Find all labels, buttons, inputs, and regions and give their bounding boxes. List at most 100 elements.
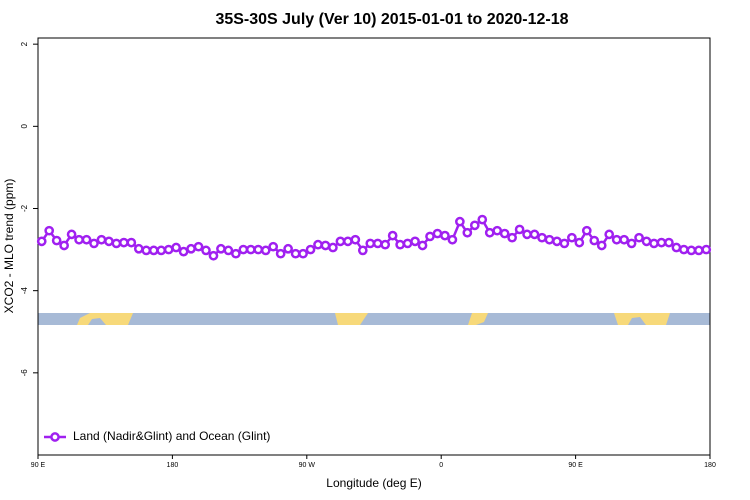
point bbox=[455, 216, 465, 227]
point bbox=[36, 236, 47, 247]
point bbox=[89, 238, 99, 249]
point bbox=[365, 238, 376, 249]
ocean-strip bbox=[38, 313, 710, 325]
point bbox=[186, 243, 196, 254]
point bbox=[208, 250, 219, 261]
point bbox=[59, 240, 69, 251]
x-tick-label: 90 E bbox=[31, 462, 46, 469]
point bbox=[634, 232, 644, 243]
point bbox=[163, 244, 174, 255]
land-detail bbox=[88, 318, 106, 325]
point bbox=[574, 237, 585, 248]
point bbox=[395, 239, 405, 250]
point bbox=[380, 239, 391, 250]
point bbox=[133, 243, 144, 254]
point bbox=[701, 244, 712, 255]
point bbox=[343, 236, 353, 247]
point bbox=[148, 245, 159, 256]
point bbox=[410, 236, 420, 247]
y-tick-label: 0 bbox=[20, 124, 29, 129]
point bbox=[417, 240, 428, 251]
point bbox=[350, 234, 361, 245]
point bbox=[686, 245, 697, 256]
point bbox=[268, 241, 279, 252]
point bbox=[387, 230, 398, 241]
point bbox=[596, 240, 607, 251]
point bbox=[484, 227, 495, 238]
point bbox=[567, 232, 577, 243]
x-tick-label: 90 E bbox=[568, 462, 583, 469]
point bbox=[51, 235, 62, 246]
point bbox=[611, 234, 622, 245]
point bbox=[693, 245, 704, 256]
point bbox=[216, 243, 226, 254]
point bbox=[372, 238, 383, 249]
x-tick-label: 180 bbox=[704, 462, 716, 469]
point bbox=[66, 229, 77, 240]
point bbox=[432, 228, 443, 239]
point bbox=[581, 225, 592, 236]
point bbox=[171, 242, 181, 253]
point bbox=[522, 229, 532, 240]
point bbox=[126, 237, 137, 248]
point bbox=[141, 245, 152, 256]
land-patch bbox=[335, 313, 368, 325]
point bbox=[544, 234, 555, 245]
point bbox=[328, 242, 338, 253]
point bbox=[104, 236, 114, 247]
x-tick-label: 180 bbox=[167, 462, 179, 469]
point bbox=[156, 245, 167, 256]
y-tick-label: -4 bbox=[20, 287, 29, 295]
land-patch bbox=[468, 313, 488, 325]
x-tick-label: 0 bbox=[439, 462, 443, 469]
point bbox=[559, 238, 570, 249]
point bbox=[178, 246, 189, 257]
point bbox=[656, 237, 667, 248]
point bbox=[671, 242, 682, 253]
point bbox=[335, 236, 346, 247]
y-axis-label: XCO2 - MLO trend (ppm) bbox=[2, 179, 16, 314]
land-detail bbox=[628, 317, 646, 325]
point bbox=[305, 244, 316, 255]
y-tick-label: 2 bbox=[20, 41, 29, 46]
point bbox=[223, 245, 234, 256]
point bbox=[402, 238, 413, 249]
point bbox=[111, 238, 122, 249]
point bbox=[440, 230, 450, 241]
point bbox=[298, 248, 308, 259]
point bbox=[619, 234, 629, 245]
point bbox=[283, 243, 293, 254]
point bbox=[275, 248, 286, 259]
point bbox=[589, 235, 600, 246]
point bbox=[462, 227, 473, 238]
chart-title: 35S-30S July (Ver 10) 2015-01-01 to 2020… bbox=[215, 11, 568, 28]
point bbox=[201, 245, 211, 256]
map-strip bbox=[38, 313, 710, 325]
point bbox=[477, 214, 488, 225]
point bbox=[492, 225, 503, 236]
point bbox=[649, 238, 659, 249]
point bbox=[320, 240, 331, 251]
land-patch bbox=[614, 313, 670, 325]
point bbox=[74, 234, 84, 245]
x-tick-label: 90 W bbox=[299, 462, 316, 469]
point bbox=[290, 248, 301, 259]
point bbox=[514, 224, 525, 235]
point bbox=[81, 234, 92, 245]
point bbox=[469, 220, 480, 231]
point bbox=[664, 237, 674, 248]
point bbox=[641, 236, 652, 247]
x-axis-label: Longitude (deg E) bbox=[326, 476, 421, 490]
point bbox=[260, 245, 271, 256]
y-tick-label: -6 bbox=[20, 369, 29, 377]
point bbox=[499, 228, 510, 239]
point bbox=[313, 239, 323, 250]
point bbox=[253, 244, 264, 255]
point bbox=[425, 231, 435, 242]
point bbox=[604, 229, 615, 240]
point bbox=[447, 234, 458, 245]
point bbox=[96, 234, 107, 245]
